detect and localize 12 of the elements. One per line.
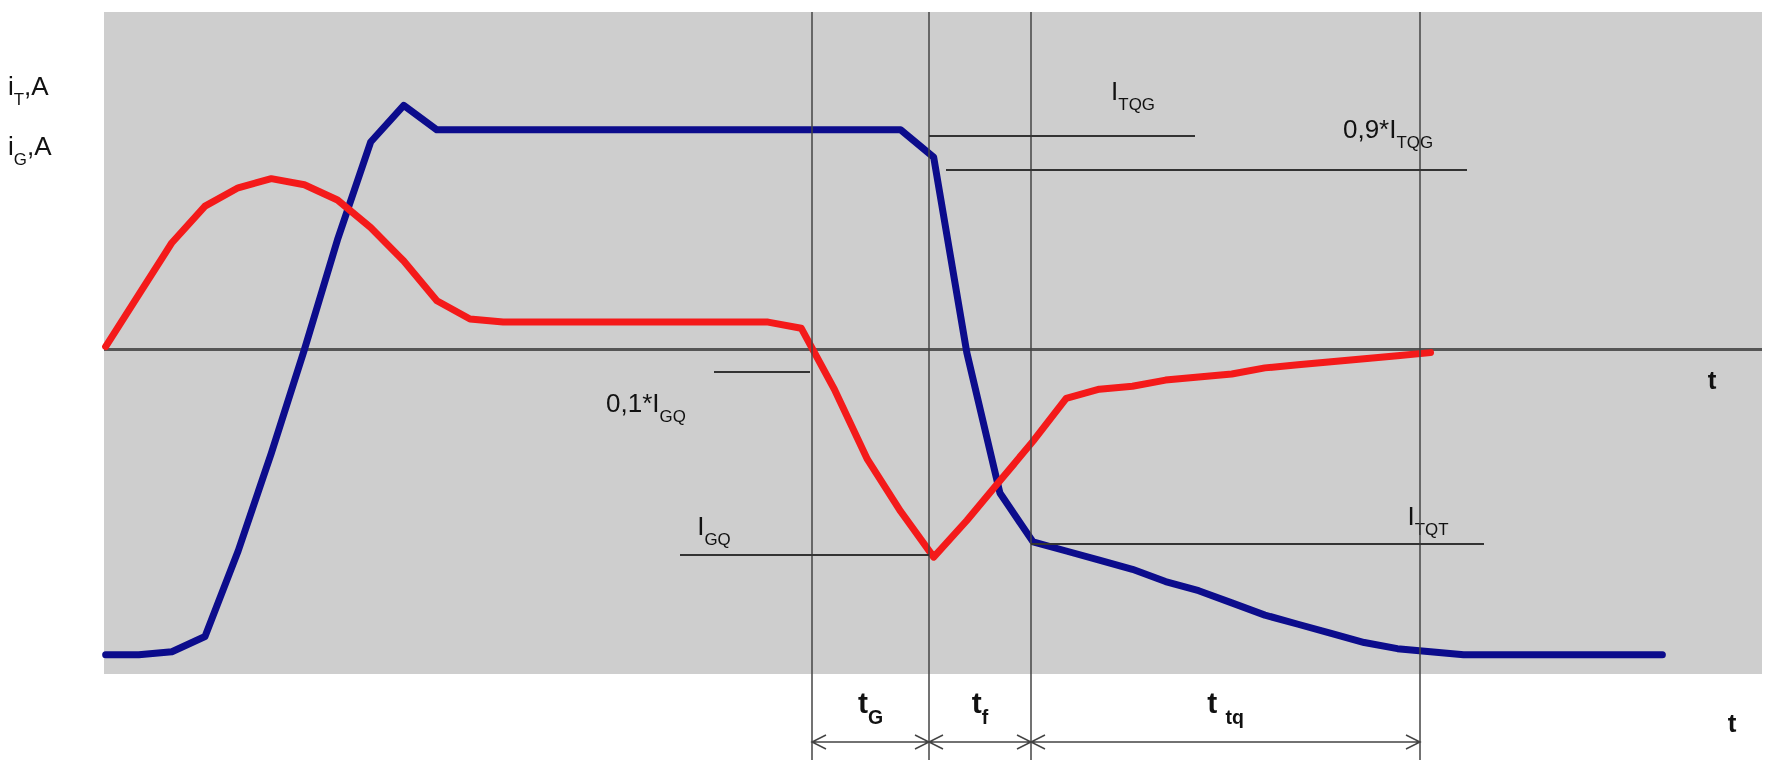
annotation: I$_{TQT}$	[1407, 501, 1449, 539]
y-axis-title: i$_{T}$,A	[8, 71, 50, 109]
annotation: 0,1*I$_{GQ}$	[606, 388, 686, 426]
text: t$_{f}$	[971, 686, 989, 728]
text: t $_{tq}$	[1207, 686, 1244, 728]
annotation: I$_{TQG}$	[1111, 76, 1155, 114]
text: t$_{G}$	[857, 686, 884, 728]
text: t	[1727, 708, 1737, 738]
annotation: 0,9*I$_{TQG}$	[1342, 114, 1434, 152]
x-axis-title: t	[1707, 364, 1717, 395]
text: i$_{G}$,A	[8, 131, 53, 169]
annotation: I$_{GQ}$	[697, 511, 731, 549]
